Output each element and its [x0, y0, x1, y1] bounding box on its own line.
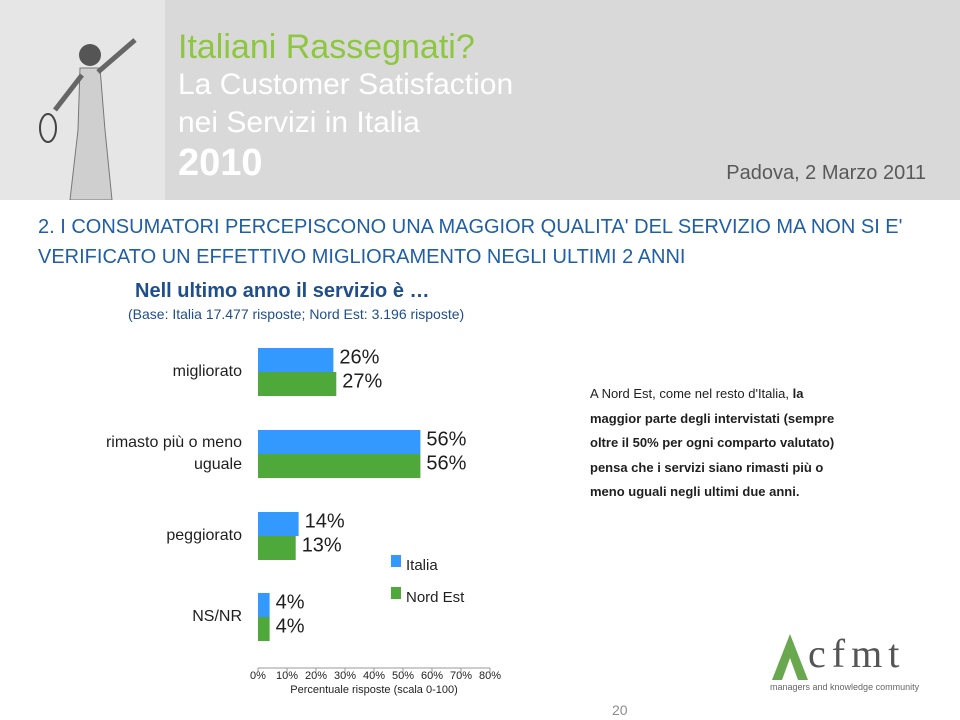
x-tick-label: 60%	[421, 670, 443, 682]
logo-tagline: managers and knowledge community	[770, 682, 920, 692]
x-axis-label: Percentuale risposte (scala 0-100)	[290, 684, 458, 696]
note-line: maggior parte degli intervistati (sempre	[590, 410, 835, 426]
category-label: rimasto più o meno uguale	[106, 434, 242, 473]
question: Nell ultimo anno il servizio è …	[135, 280, 430, 302]
category-label: NS/NR	[192, 608, 242, 625]
header-title: Italiani Rassegnati?	[178, 28, 475, 66]
category-label: peggiorato	[166, 527, 242, 544]
legend-label: Nord Est	[406, 589, 465, 606]
value-label: 56%	[426, 428, 466, 450]
logo-mark	[772, 634, 808, 680]
value-label: 14%	[305, 510, 345, 532]
value-label: 27%	[342, 370, 382, 392]
x-tick-label: 30%	[334, 670, 356, 682]
note-line: oltre il 50% per ogni comparto valutato)	[590, 435, 835, 450]
legend-label: Italia	[406, 557, 438, 574]
note-line: pensa che i servizi siano rimasti più o	[590, 459, 824, 475]
legend-swatch	[391, 555, 401, 567]
header-photo	[0, 0, 165, 200]
value-label: 4%	[276, 591, 305, 613]
x-tick-label: 20%	[305, 670, 327, 682]
bar	[258, 348, 334, 372]
note-line: A Nord Est, come nel resto d'Italia, la	[590, 382, 834, 407]
note-text: la	[792, 386, 804, 401]
x-tick-label: 50%	[392, 670, 414, 682]
bar	[258, 454, 421, 478]
x-tick-label: 0%	[250, 670, 266, 682]
x-tick-label: 70%	[450, 670, 472, 682]
value-label: 4%	[276, 615, 305, 637]
base-note: (Base: Italia 17.477 risposte; Nord Est:…	[128, 306, 465, 322]
value-label: 13%	[302, 534, 342, 556]
value-label: 56%	[426, 452, 466, 474]
header-subtitle: La Customer Satisfaction	[178, 68, 514, 101]
x-tick-label: 10%	[276, 670, 298, 682]
header-year: 2010	[178, 142, 263, 184]
bar	[258, 617, 270, 641]
place-date: Padova, 2 Marzo 2011	[726, 162, 926, 184]
bar	[258, 512, 299, 536]
header-subtitle: nei Servizi in Italia	[178, 106, 420, 139]
heading: 2. I CONSUMATORI PERCEPISCONO UNA MAGGIO…	[38, 216, 903, 238]
bar	[258, 430, 421, 454]
bar	[258, 536, 296, 560]
bar	[258, 593, 270, 617]
bar	[258, 372, 337, 396]
note: A Nord Est, come nel resto d'Italia, la …	[590, 382, 834, 505]
logo-name: cfmt	[808, 631, 906, 676]
note-line: meno uguali negli ultimi due anni.	[590, 484, 800, 499]
note-text: A Nord Est, come nel resto d'Italia,	[590, 386, 793, 401]
value-label: 26%	[339, 346, 379, 368]
x-tick-label: 80%	[479, 670, 501, 682]
page-number: 20	[612, 702, 628, 718]
category-label: migliorato	[173, 363, 242, 380]
legend-swatch	[391, 587, 401, 599]
x-tick-label: 40%	[363, 670, 385, 682]
heading: VERIFICATO UN EFFETTIVO MIGLIORAMENTO NE…	[38, 246, 686, 268]
